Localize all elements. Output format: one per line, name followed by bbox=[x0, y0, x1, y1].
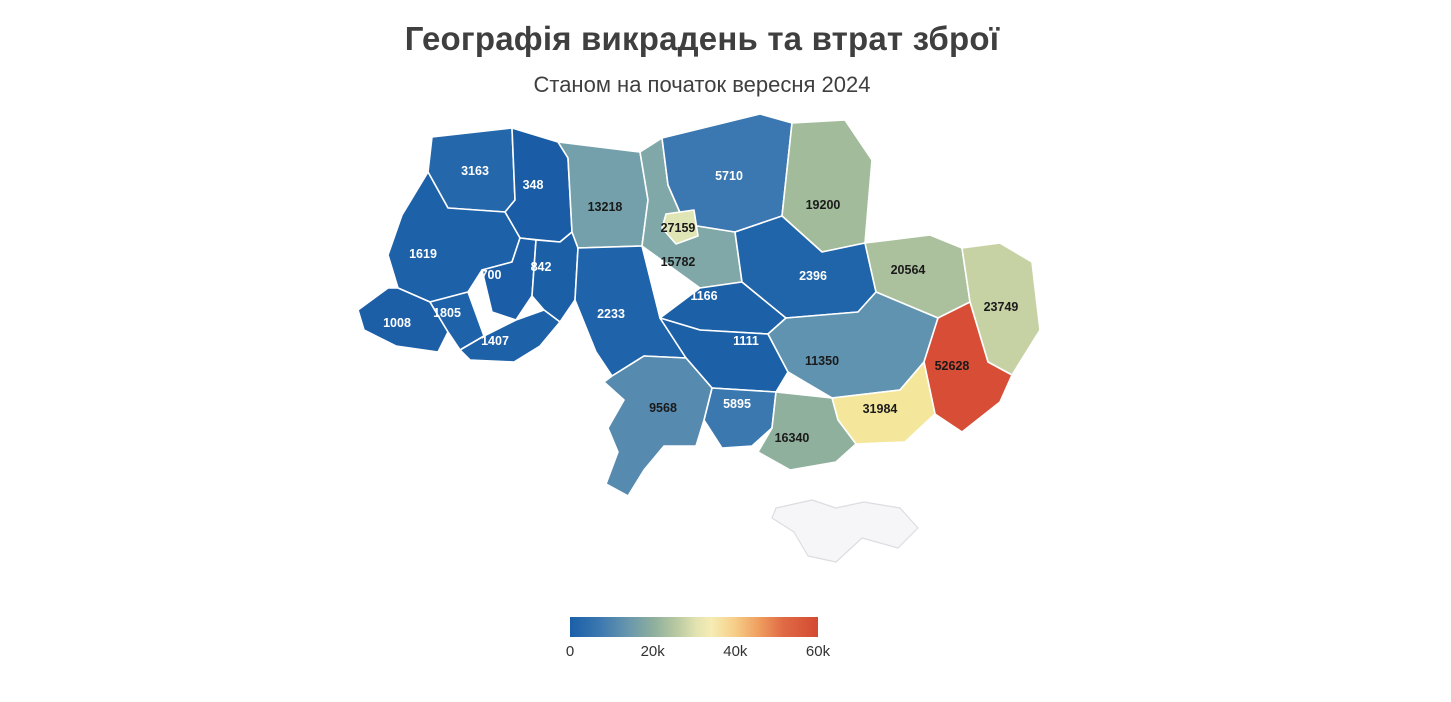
region-ternopil-value: 700 bbox=[481, 268, 502, 282]
region-mykolaiv-value: 5895 bbox=[723, 397, 751, 411]
region-kyiv-city-value: 27159 bbox=[661, 221, 696, 235]
region-chernivtsi[interactable] bbox=[459, 309, 561, 363]
page-subtitle: Станом на початок вересня 2024 bbox=[533, 72, 871, 97]
region-kherson[interactable] bbox=[757, 391, 857, 471]
region-volyn-value: 3163 bbox=[461, 164, 489, 178]
region-rivne-value: 348 bbox=[523, 178, 544, 192]
colorbar-ticks: 0 20k 40k 60k bbox=[566, 637, 830, 661]
region-khmelnytskyi[interactable] bbox=[531, 231, 579, 323]
region-kirovohrad-value: 1111 bbox=[733, 334, 759, 348]
region-chernivtsi-value: 1407 bbox=[481, 334, 509, 348]
region-odesa[interactable] bbox=[603, 355, 713, 497]
colorbar-tick-60k: 60k bbox=[805, 643, 831, 660]
region-crimea[interactable] bbox=[771, 499, 919, 563]
region-chernihiv-value: 5710 bbox=[715, 169, 743, 183]
colorbar-gradient bbox=[570, 617, 818, 637]
region-kyiv-oblast-value: 15782 bbox=[661, 255, 696, 269]
region-vinnytsia-value: 2233 bbox=[597, 307, 625, 321]
region-sumy-value: 19200 bbox=[806, 198, 841, 212]
region-kharkiv-value: 20564 bbox=[891, 263, 926, 277]
region-zhytomyr[interactable] bbox=[557, 141, 649, 249]
region-kherson-value: 16340 bbox=[775, 431, 810, 445]
region-zakarpattia-value: 1008 bbox=[383, 316, 411, 330]
region-donetsk-value: 52628 bbox=[935, 359, 970, 373]
region-lviv-value: 1619 bbox=[409, 247, 437, 261]
region-dnipropetrovsk-value: 11350 bbox=[805, 354, 839, 368]
region-ivano-frankivsk-value: 1805 bbox=[433, 306, 461, 320]
color-scale-legend: 0 20k 40k 60k bbox=[566, 617, 830, 660]
region-odesa-value: 9568 bbox=[649, 401, 677, 415]
region-luhansk-value: 23749 bbox=[984, 300, 1019, 314]
region-zaporizhzhia-value: 31984 bbox=[863, 402, 898, 416]
region-khmelnytskyi-value: 842 bbox=[531, 260, 552, 274]
colorbar-tick-20k: 20k bbox=[640, 643, 665, 660]
region-zhytomyr-value: 13218 bbox=[588, 200, 623, 214]
region-lviv[interactable] bbox=[387, 171, 521, 303]
region-kyiv-city[interactable] bbox=[661, 209, 699, 245]
page-title: Географія викрадень та втрат зброї bbox=[404, 20, 1000, 57]
region-poltava-value: 2396 bbox=[799, 269, 827, 283]
colorbar-tick-40k: 40k bbox=[723, 643, 748, 660]
colorbar-tick-0: 0 bbox=[565, 643, 575, 660]
region-cherkasy-value: 1166 bbox=[690, 289, 717, 303]
